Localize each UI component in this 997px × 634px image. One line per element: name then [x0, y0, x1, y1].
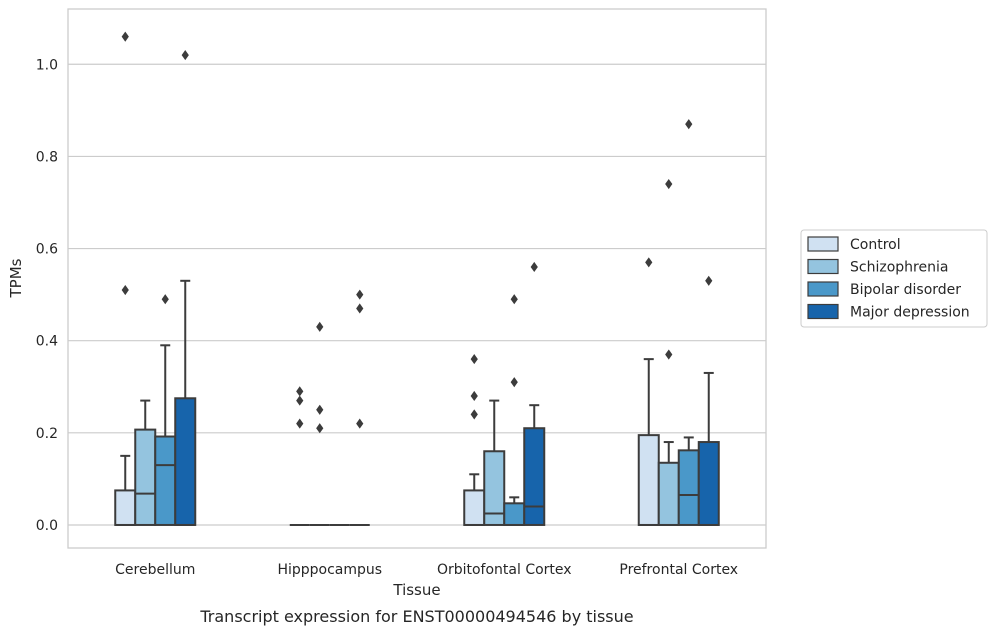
- box-body: [463, 489, 486, 526]
- box-body: [174, 397, 197, 526]
- legend: Control Schizophrenia Bipolar disorder Majo…: [800, 229, 988, 328]
- y-tick-label: 1.0: [36, 57, 58, 73]
- x-tick-label: Prefrontal Cortex: [619, 562, 738, 578]
- y-tick-label: 0.8: [36, 149, 58, 165]
- x-tick-label: Orbitofontal Cortex: [437, 562, 572, 578]
- box-body: [637, 434, 660, 526]
- y-tick-label: 0.0: [36, 518, 58, 534]
- box-0-3: [174, 50, 197, 526]
- outlier-point: [665, 349, 673, 360]
- outlier-point: [530, 261, 538, 273]
- box-body: [154, 435, 177, 526]
- outlier-point: [470, 409, 478, 420]
- box-0-0: [114, 31, 137, 526]
- x-axis-title: Tissue: [392, 581, 440, 599]
- legend-label: Major depression: [850, 305, 970, 321]
- legend-frame: [800, 229, 988, 328]
- box-0-2: [154, 294, 177, 526]
- outlier-point: [316, 404, 324, 415]
- outlier-point: [356, 303, 364, 314]
- legend-swatch: [807, 281, 839, 297]
- outlier-point: [121, 284, 129, 296]
- outlier-point: [510, 294, 518, 305]
- boxes: [114, 31, 720, 526]
- box-body: [657, 461, 680, 526]
- box-2-3: [523, 261, 546, 526]
- x-tick-label: Hipppocampus: [277, 562, 382, 578]
- box-1-0: [289, 386, 310, 526]
- y-axis-title: TPMs: [7, 258, 25, 298]
- y-tick-label: 0.4: [36, 334, 58, 350]
- box-body: [523, 427, 546, 526]
- box-body: [114, 489, 137, 526]
- y-tick-label: 0.6: [36, 242, 58, 258]
- outlier-point: [356, 289, 364, 300]
- outlier-point: [705, 275, 713, 286]
- box-1-1: [309, 321, 330, 526]
- box-1-3: [349, 289, 370, 526]
- box-body: [483, 450, 506, 526]
- box-body: [503, 502, 526, 526]
- y-tick-labels: 0.0 0.2 0.4 0.6 0.8 1.0: [36, 57, 58, 534]
- x-tick-label: Cerebellum: [115, 562, 195, 578]
- box-body: [677, 449, 700, 526]
- box-body: [134, 428, 157, 526]
- box-3-3: [697, 275, 720, 526]
- box-3-0: [637, 257, 660, 526]
- legend-swatch: [807, 303, 839, 320]
- legend-label: Bipolar disorder: [850, 282, 961, 298]
- outlier-point: [470, 390, 478, 402]
- outlier-point: [510, 377, 518, 388]
- outlier-point: [470, 354, 478, 365]
- box-2-0: [463, 354, 486, 526]
- box-2-1: [483, 399, 506, 526]
- outlier-point: [316, 321, 324, 332]
- outlier-point: [645, 257, 653, 268]
- plot-area-frame: [67, 8, 767, 549]
- outlier-point: [665, 178, 673, 190]
- legend-items: Control Schizophrenia Bipolar disorder Majo…: [807, 236, 970, 321]
- box-3-1: [657, 178, 680, 526]
- outlier-point: [296, 395, 304, 406]
- legend-swatch: [807, 236, 839, 252]
- outlier-point: [121, 31, 129, 42]
- outlier-point: [296, 418, 304, 429]
- outlier-point: [296, 386, 304, 397]
- outlier-point: [161, 294, 169, 305]
- legend-label: Control: [850, 237, 901, 253]
- outlier-point: [316, 423, 324, 434]
- legend-label: Schizophrenia: [850, 260, 948, 276]
- chart-caption: Transcript expression for ENST0000049454…: [199, 607, 633, 626]
- box-2-2: [503, 294, 526, 526]
- box-3-2: [677, 119, 700, 526]
- outlier-point: [356, 418, 364, 429]
- box-body: [697, 441, 720, 526]
- y-tick-label: 0.2: [36, 426, 58, 442]
- outlier-point: [685, 119, 693, 130]
- x-tick-labels: Cerebellum Hipppocampus Orbitofontal Corte…: [115, 562, 738, 578]
- legend-swatch: [807, 258, 839, 275]
- box-0-1: [134, 399, 157, 526]
- outlier-point: [181, 50, 189, 61]
